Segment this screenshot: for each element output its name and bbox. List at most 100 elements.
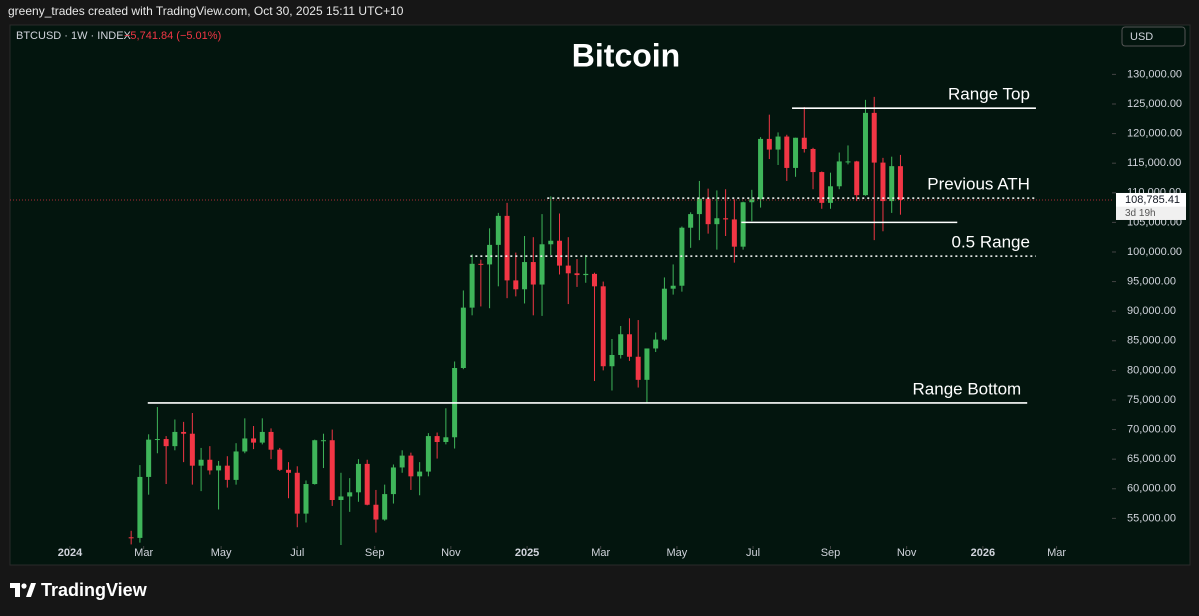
logo-icon: [10, 583, 20, 597]
candle-body: [399, 455, 405, 468]
candle-body: [653, 339, 659, 349]
candle-body: [723, 218, 729, 220]
candle-body: [784, 136, 790, 168]
candle-body: [758, 138, 764, 200]
candle-body: [609, 354, 615, 367]
x-tick-label: Nov: [897, 547, 917, 559]
candle-body: [286, 469, 292, 473]
y-tick-label: 70,000.00: [1127, 423, 1176, 435]
candle-body: [880, 162, 886, 202]
candle-body: [224, 465, 230, 480]
x-tick-label: Jul: [290, 547, 304, 559]
candle-body: [836, 161, 842, 187]
candle-body: [425, 436, 431, 472]
y-tick-label: 55,000.00: [1127, 512, 1176, 524]
x-tick-label: 2026: [971, 547, 995, 559]
candle-body: [172, 431, 178, 447]
candle-body: [618, 334, 624, 355]
y-tick-label: 125,000.00: [1127, 98, 1182, 110]
candle-body: [268, 431, 274, 450]
candle-body: [487, 244, 493, 265]
candle-body: [644, 348, 650, 380]
candle-body: [163, 439, 169, 447]
last-price-box: [1116, 192, 1186, 207]
logo-icon: [21, 583, 27, 589]
y-tick-label: 60,000.00: [1127, 483, 1176, 495]
candle-body: [146, 439, 152, 477]
level-label: 0.5 Range: [951, 233, 1029, 252]
candle-body: [565, 265, 571, 274]
candle-body: [347, 492, 353, 497]
currency[interactable]: USD: [1130, 31, 1153, 43]
candle-body: [705, 198, 711, 225]
candle-body: [355, 463, 361, 493]
y-tick-label: 95,000.00: [1127, 275, 1176, 287]
candle-body: [189, 433, 195, 466]
x-tick-label: Mar: [1047, 547, 1066, 559]
x-tick-label: Sep: [821, 547, 841, 559]
candle-body: [233, 451, 239, 480]
candle-body: [548, 240, 554, 245]
logo-icon: [26, 583, 36, 597]
logo: TradingView: [10, 580, 148, 600]
candle-body: [626, 334, 632, 357]
candle-body: [801, 137, 807, 149]
candle-body: [207, 459, 213, 471]
candle-body: [251, 438, 257, 443]
candle-body: [259, 431, 265, 443]
countdown: 3d 19h: [1125, 208, 1156, 219]
symbol: BTCUSD · 1W · INDEX: [16, 30, 132, 42]
candle-body: [417, 471, 423, 477]
candle-body: [137, 476, 143, 538]
candle-body: [294, 472, 300, 514]
x-tick-label: Mar: [591, 547, 610, 559]
candle-body: [513, 280, 519, 290]
candle-body: [854, 161, 860, 196]
candle-body: [329, 440, 335, 501]
candle-body: [749, 199, 755, 203]
candle-body: [460, 307, 466, 369]
last-price-label: 108,785.41: [1125, 194, 1180, 206]
candle-body: [810, 148, 816, 173]
currency-button[interactable]: [1121, 26, 1186, 47]
candle-body: [181, 431, 187, 434]
candle-body: [312, 440, 318, 485]
candle-body: [303, 484, 309, 514]
y-tick-label: 85,000.00: [1127, 335, 1176, 347]
candle-body: [714, 218, 720, 225]
y-tick-label: 75,000.00: [1127, 394, 1176, 406]
candle-body: [198, 459, 204, 466]
level-label: Previous ATH: [927, 175, 1030, 194]
candle-body: [382, 494, 388, 520]
y-tick-label: 65,000.00: [1127, 453, 1176, 465]
x-tick-label: May: [667, 547, 688, 559]
chart-panel: [9, 24, 1191, 566]
y-tick-label: 115,000.00: [1127, 157, 1181, 169]
candle-body: [242, 438, 248, 452]
candle-body: [128, 537, 134, 539]
candle-body: [216, 465, 222, 471]
change: −5,741.84 (−5.01%): [124, 30, 221, 42]
y-tick-label: 90,000.00: [1127, 305, 1176, 317]
candle-body: [154, 439, 160, 441]
candle-body: [495, 215, 501, 245]
candle-body: [889, 166, 895, 202]
candle-body: [338, 496, 344, 501]
x-tick-label: May: [211, 547, 232, 559]
candle-body: [390, 467, 396, 495]
candle-body: [434, 436, 440, 442]
candle-body: [862, 112, 868, 196]
candle-body: [845, 161, 851, 163]
candle-body: [828, 186, 834, 203]
plot: [10, 96, 1112, 545]
candle-body: [793, 137, 799, 168]
candle-body: [819, 172, 825, 203]
candle-body: [408, 455, 414, 477]
candle-body: [591, 273, 597, 287]
candle-body: [766, 138, 772, 150]
candle-body: [688, 214, 694, 228]
x-tick-label: Jul: [746, 547, 760, 559]
y-tick-label: 80,000.00: [1127, 364, 1176, 376]
x-tick-label: Mar: [134, 547, 153, 559]
